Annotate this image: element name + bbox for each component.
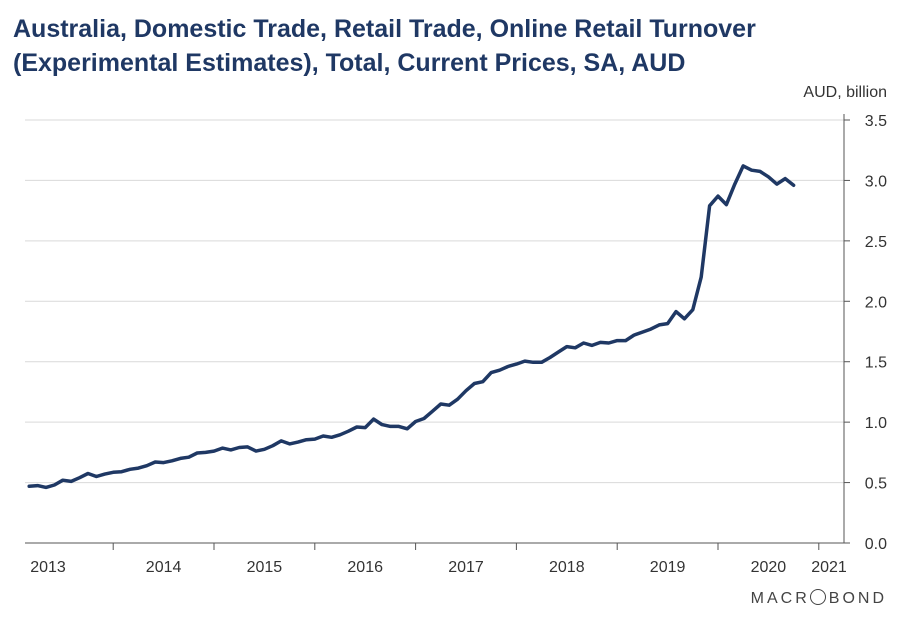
y-tick-label: 3.0: [865, 173, 887, 190]
x-tick-label: 2016: [347, 559, 383, 576]
y-tick-label: 1.5: [865, 355, 887, 372]
y-axis-unit-label: AUD, billion: [803, 84, 887, 101]
logo-ring-o: [809, 589, 826, 605]
y-tick-label: 0.5: [865, 476, 887, 493]
macrobond-logo: MACR BOND: [751, 589, 887, 608]
x-tick-label: 2018: [549, 559, 585, 576]
logo-text-left: MACR: [750, 590, 810, 607]
x-tick-label: 2017: [448, 559, 484, 576]
logo-text-right: BOND: [828, 590, 887, 607]
x-tick-label: 2019: [650, 559, 686, 576]
x-tick-label: 2015: [247, 559, 283, 576]
chart-title: Australia, Domestic Trade, Retail Trade,…: [13, 15, 756, 77]
y-tick-label: 0.0: [865, 536, 887, 553]
y-tick-label: 3.5: [865, 113, 887, 130]
series-line-0: [27, 164, 796, 490]
y-tick-label: 2.0: [865, 294, 887, 311]
y-tick-label: 2.5: [865, 234, 887, 251]
x-tick-label: 2013: [30, 559, 66, 576]
y-tick-label: 1.0: [865, 415, 887, 432]
x-tick-label: 2014: [146, 559, 182, 576]
x-tick-label: 2020: [751, 559, 787, 576]
x-tick-label: 2021: [811, 559, 847, 576]
